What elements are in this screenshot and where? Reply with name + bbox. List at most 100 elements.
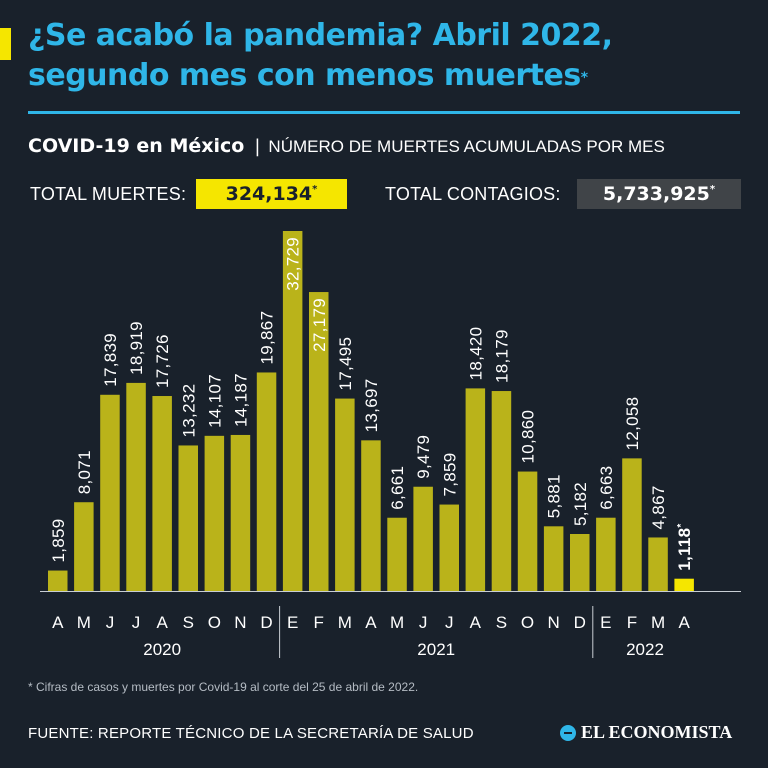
month-tick-label-2: J: [106, 613, 115, 632]
bar-23: [648, 537, 668, 591]
bar-value-label-2: 17,839: [101, 333, 120, 387]
bar-value-label-6: 14,107: [205, 374, 224, 428]
bar-value-label-8: 19,867: [258, 311, 277, 365]
bar-value-label-17: 18,179: [492, 329, 511, 383]
bar-8: [256, 372, 277, 591]
month-tick-label-12: A: [365, 613, 377, 632]
month-tick-label-13: M: [390, 613, 404, 632]
subtitle-country: COVID-19 en México: [28, 135, 245, 157]
bar-value-label-10: 27,179: [310, 298, 329, 352]
bar-value-label-0: 1,859: [49, 519, 68, 563]
bar-17: [491, 391, 512, 591]
total-cases-badge: 5,733,925*: [577, 179, 741, 209]
bar-value-label-1: 8,071: [75, 450, 94, 494]
month-tick-label-22: F: [627, 613, 637, 632]
highlight-footnote-mark: *: [676, 523, 687, 527]
bar-value-label-7: 14,187: [231, 373, 250, 427]
total-deaths-badge: 324,134*: [196, 179, 347, 209]
month-tick-label-3: J: [132, 613, 141, 632]
month-tick-label-20: D: [574, 613, 586, 632]
bar-value-label-4: 17,726: [153, 334, 172, 388]
bar-1: [74, 502, 94, 591]
bar-14: [413, 486, 433, 591]
bar-value-label-18: 10,860: [519, 410, 538, 464]
month-tick-label-8: D: [260, 613, 272, 632]
month-tick-label-4: A: [156, 613, 168, 632]
bar-value-label-19: 5,881: [545, 474, 564, 518]
bar-2: [100, 394, 120, 591]
month-tick-label-9: E: [287, 613, 298, 632]
month-tick-label-10: F: [314, 613, 324, 632]
bar-value-label-9: 32,729: [284, 237, 303, 291]
month-tick-label-21: E: [600, 613, 611, 632]
bar-value-label-20: 5,182: [571, 482, 590, 526]
year-label-2020: 2020: [143, 640, 181, 659]
bar-value-label-23: 4,867: [649, 485, 668, 529]
year-label-2022: 2022: [626, 640, 664, 659]
el-economista-logo-icon: [560, 724, 576, 741]
month-tick-label-1: M: [77, 613, 91, 632]
total-deaths-label: TOTAL MUERTES:: [30, 184, 187, 204]
month-tick-label-19: N: [548, 613, 560, 632]
total-deaths-mark: *: [312, 184, 318, 195]
bar-value-label-15: 7,859: [440, 453, 459, 497]
month-tick-label-15: J: [445, 613, 454, 632]
month-tick-label-11: M: [338, 613, 352, 632]
bar-19: [543, 526, 564, 591]
bar-0: [48, 570, 68, 591]
month-tick-label-5: S: [183, 613, 194, 632]
month-tick-label-7: N: [234, 613, 246, 632]
month-tick-label-16: A: [470, 613, 482, 632]
bar-value-label-3: 18,919: [127, 321, 146, 375]
total-cases-mark: *: [709, 184, 716, 195]
bar-value-label-5: 13,232: [179, 384, 198, 438]
bar-7: [230, 434, 251, 591]
bar-value-label-16: 18,420: [466, 327, 485, 381]
publisher-logo-text: EL ECONOMISTA: [581, 722, 733, 742]
title-line-2: segundo mes con menos muertes: [28, 58, 581, 93]
publisher-logo: EL ECONOMISTA: [560, 722, 732, 743]
bar-21: [596, 517, 616, 591]
month-tick-label-18: O: [521, 613, 534, 632]
total-deaths-value: 324,134: [225, 183, 313, 205]
year-label-2021: 2021: [417, 640, 455, 659]
chart-subtitle: COVID-19 en México | NÚMERO DE MUERTES ACU…: [28, 134, 665, 159]
page-title: ¿Se acabó la pandemia? Abril 2022, segun…: [28, 16, 758, 96]
month-tick-label-24: A: [678, 613, 690, 632]
bar-4: [152, 396, 172, 591]
source-credit: FUENTE: REPORTE TÉCNICO DE LA SECRETARÍA…: [28, 725, 474, 742]
bar-16: [465, 388, 486, 591]
bar-18: [517, 471, 538, 591]
bar-3: [126, 382, 146, 591]
bar-15: [439, 504, 459, 591]
bar-value-label-22: 12,058: [623, 397, 642, 451]
title-accent-bar: [0, 28, 11, 60]
bar-value-label-21: 6,663: [597, 466, 616, 510]
bar-11: [335, 398, 355, 591]
bar-10: [309, 292, 329, 591]
title-line-1: ¿Se acabó la pandemia? Abril 2022,: [28, 18, 613, 53]
month-tick-label-6: O: [208, 613, 221, 632]
bar-9: [282, 231, 303, 591]
month-tick-label-0: A: [52, 613, 64, 632]
month-tick-label-14: J: [419, 613, 428, 632]
title-divider: [28, 111, 740, 114]
bar-value-label-14: 9,479: [414, 435, 433, 479]
bar-value-label-13: 6,661: [388, 466, 407, 510]
total-cases-label: TOTAL CONTAGIOS:: [385, 184, 561, 204]
bar-value-label-12: 13,697: [362, 379, 381, 433]
bar-24: [674, 578, 694, 591]
bar-5: [178, 445, 198, 591]
bar-12: [361, 440, 381, 591]
bar-13: [387, 517, 407, 591]
bar-value-label-11: 17,495: [336, 337, 355, 391]
month-tick-label-17: S: [496, 613, 507, 632]
title-footnote-mark: *: [580, 70, 588, 86]
subtitle-measure: NÚMERO DE MUERTES ACUMULADAS POR MES: [268, 137, 665, 156]
total-cases-value: 5,733,925: [602, 183, 710, 205]
subtitle-separator: |: [254, 136, 261, 157]
footnote: * Cifras de casos y muertes por Covid-19…: [28, 680, 419, 694]
bar-6: [204, 435, 225, 591]
bar-20: [570, 534, 590, 591]
